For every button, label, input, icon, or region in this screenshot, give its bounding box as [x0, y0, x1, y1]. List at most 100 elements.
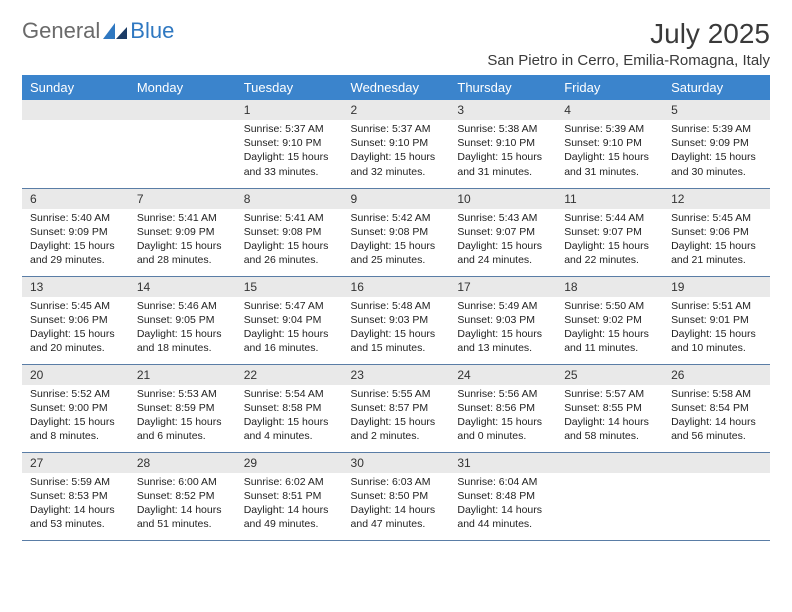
- sunrise-text: Sunrise: 5:45 AM: [30, 299, 121, 313]
- day-number: 3: [449, 100, 556, 120]
- sunrise-text: Sunrise: 5:51 AM: [671, 299, 762, 313]
- sunrise-text: Sunrise: 6:02 AM: [244, 475, 335, 489]
- day-content: Sunrise: 5:40 AMSunset: 9:09 PMDaylight:…: [22, 209, 129, 274]
- sunset-text: Sunset: 9:07 PM: [457, 225, 548, 239]
- calendar-cell: 5Sunrise: 5:39 AMSunset: 9:09 PMDaylight…: [663, 100, 770, 188]
- day-content: Sunrise: 5:59 AMSunset: 8:53 PMDaylight:…: [22, 473, 129, 538]
- day-number: 9: [343, 189, 450, 209]
- sunset-text: Sunset: 9:08 PM: [244, 225, 335, 239]
- day-content: Sunrise: 6:03 AMSunset: 8:50 PMDaylight:…: [343, 473, 450, 538]
- day-number: [22, 100, 129, 120]
- sunset-text: Sunset: 8:48 PM: [457, 489, 548, 503]
- day-number: 4: [556, 100, 663, 120]
- sunset-text: Sunset: 9:10 PM: [457, 136, 548, 150]
- day-content: Sunrise: 5:37 AMSunset: 9:10 PMDaylight:…: [343, 120, 450, 185]
- sunrise-text: Sunrise: 5:49 AM: [457, 299, 548, 313]
- sunset-text: Sunset: 9:04 PM: [244, 313, 335, 327]
- day-number: 13: [22, 277, 129, 297]
- sunrise-text: Sunrise: 5:55 AM: [351, 387, 442, 401]
- sunset-text: Sunset: 9:03 PM: [457, 313, 548, 327]
- weekday-header: Thursday: [449, 75, 556, 100]
- day-content: Sunrise: 5:39 AMSunset: 9:10 PMDaylight:…: [556, 120, 663, 185]
- calendar-cell: 14Sunrise: 5:46 AMSunset: 9:05 PMDayligh…: [129, 276, 236, 364]
- day-number: 2: [343, 100, 450, 120]
- sunset-text: Sunset: 9:09 PM: [30, 225, 121, 239]
- daylight-text: Daylight: 15 hours and 31 minutes.: [564, 150, 655, 178]
- day-number: 6: [22, 189, 129, 209]
- weekday-header: Wednesday: [343, 75, 450, 100]
- header: General Blue July 2025 San Pietro in Cer…: [22, 18, 770, 69]
- day-content: Sunrise: 5:50 AMSunset: 9:02 PMDaylight:…: [556, 297, 663, 362]
- day-number: 23: [343, 365, 450, 385]
- sunrise-text: Sunrise: 5:39 AM: [671, 122, 762, 136]
- day-number: 5: [663, 100, 770, 120]
- daylight-text: Daylight: 15 hours and 16 minutes.: [244, 327, 335, 355]
- day-number: [129, 100, 236, 120]
- daylight-text: Daylight: 14 hours and 56 minutes.: [671, 415, 762, 443]
- day-number: 28: [129, 453, 236, 473]
- sunset-text: Sunset: 8:56 PM: [457, 401, 548, 415]
- daylight-text: Daylight: 15 hours and 30 minutes.: [671, 150, 762, 178]
- day-content: Sunrise: 5:41 AMSunset: 9:09 PMDaylight:…: [129, 209, 236, 274]
- day-content: Sunrise: 5:54 AMSunset: 8:58 PMDaylight:…: [236, 385, 343, 450]
- sunset-text: Sunset: 8:50 PM: [351, 489, 442, 503]
- day-number: 7: [129, 189, 236, 209]
- day-number: 22: [236, 365, 343, 385]
- sunrise-text: Sunrise: 5:40 AM: [30, 211, 121, 225]
- sunrise-text: Sunrise: 5:50 AM: [564, 299, 655, 313]
- sunset-text: Sunset: 9:01 PM: [671, 313, 762, 327]
- weekday-header: Saturday: [663, 75, 770, 100]
- sunset-text: Sunset: 9:06 PM: [671, 225, 762, 239]
- sunset-text: Sunset: 9:09 PM: [137, 225, 228, 239]
- day-content: Sunrise: 6:00 AMSunset: 8:52 PMDaylight:…: [129, 473, 236, 538]
- calendar-body: 1Sunrise: 5:37 AMSunset: 9:10 PMDaylight…: [22, 100, 770, 540]
- calendar-week-row: 20Sunrise: 5:52 AMSunset: 9:00 PMDayligh…: [22, 364, 770, 452]
- day-number: 21: [129, 365, 236, 385]
- sunset-text: Sunset: 8:53 PM: [30, 489, 121, 503]
- calendar-cell: 24Sunrise: 5:56 AMSunset: 8:56 PMDayligh…: [449, 364, 556, 452]
- calendar-cell: 10Sunrise: 5:43 AMSunset: 9:07 PMDayligh…: [449, 188, 556, 276]
- day-number: 31: [449, 453, 556, 473]
- daylight-text: Daylight: 15 hours and 31 minutes.: [457, 150, 548, 178]
- logo-text-blue: Blue: [130, 18, 174, 44]
- calendar-cell: 19Sunrise: 5:51 AMSunset: 9:01 PMDayligh…: [663, 276, 770, 364]
- calendar-cell: [22, 100, 129, 188]
- calendar-cell: 22Sunrise: 5:54 AMSunset: 8:58 PMDayligh…: [236, 364, 343, 452]
- day-content: Sunrise: 5:58 AMSunset: 8:54 PMDaylight:…: [663, 385, 770, 450]
- sunrise-text: Sunrise: 5:37 AM: [244, 122, 335, 136]
- sunrise-text: Sunrise: 6:00 AM: [137, 475, 228, 489]
- sunset-text: Sunset: 9:06 PM: [30, 313, 121, 327]
- day-content: [22, 120, 129, 128]
- daylight-text: Daylight: 15 hours and 10 minutes.: [671, 327, 762, 355]
- day-content: [663, 473, 770, 481]
- daylight-text: Daylight: 15 hours and 6 minutes.: [137, 415, 228, 443]
- daylight-text: Daylight: 15 hours and 11 minutes.: [564, 327, 655, 355]
- calendar-cell: 1Sunrise: 5:37 AMSunset: 9:10 PMDaylight…: [236, 100, 343, 188]
- sunrise-text: Sunrise: 5:44 AM: [564, 211, 655, 225]
- day-content: Sunrise: 5:48 AMSunset: 9:03 PMDaylight:…: [343, 297, 450, 362]
- day-number: 26: [663, 365, 770, 385]
- daylight-text: Daylight: 14 hours and 44 minutes.: [457, 503, 548, 531]
- day-content: Sunrise: 6:04 AMSunset: 8:48 PMDaylight:…: [449, 473, 556, 538]
- logo-sail-icon: [102, 21, 128, 41]
- sunrise-text: Sunrise: 6:04 AM: [457, 475, 548, 489]
- calendar-cell: 20Sunrise: 5:52 AMSunset: 9:00 PMDayligh…: [22, 364, 129, 452]
- calendar-week-row: 13 Sunrise: 5:45 AMSunset: 9:06 PM Dayligh…: [22, 276, 770, 364]
- calendar-cell: 18Sunrise: 5:50 AMSunset: 9:02 PMDayligh…: [556, 276, 663, 364]
- daylight-text: Daylight: 14 hours and 58 minutes.: [564, 415, 655, 443]
- daylight-text: Daylight: 15 hours and 13 minutes.: [457, 327, 548, 355]
- calendar-cell: 16Sunrise: 5:48 AMSunset: 9:03 PMDayligh…: [343, 276, 450, 364]
- calendar-cell: 30Sunrise: 6:03 AMSunset: 8:50 PMDayligh…: [343, 452, 450, 540]
- sunset-text: Sunset: 8:51 PM: [244, 489, 335, 503]
- day-number: 30: [343, 453, 450, 473]
- daylight-text: Daylight: 15 hours and 21 minutes.: [671, 239, 762, 267]
- day-number: 15: [236, 277, 343, 297]
- sunset-text: Sunset: 9:10 PM: [244, 136, 335, 150]
- calendar-cell: [129, 100, 236, 188]
- sunrise-text: Sunrise: 5:39 AM: [564, 122, 655, 136]
- sunset-text: Sunset: 9:07 PM: [564, 225, 655, 239]
- sunrise-text: Sunrise: 5:54 AM: [244, 387, 335, 401]
- sunrise-text: Sunrise: 5:53 AM: [137, 387, 228, 401]
- sunset-text: Sunset: 9:00 PM: [30, 401, 121, 415]
- daylight-text: Daylight: 15 hours and 2 minutes.: [351, 415, 442, 443]
